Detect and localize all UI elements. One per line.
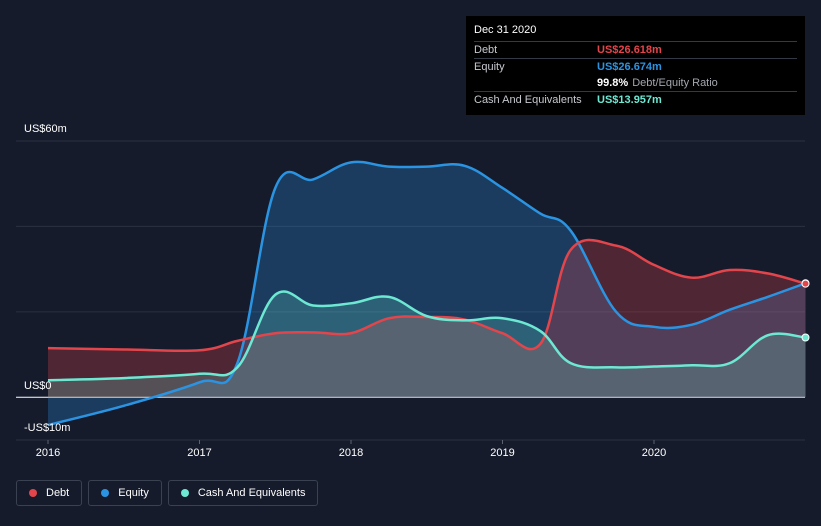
tooltip-panel: Dec 31 2020 Debt US$26.618m Equity US$26… bbox=[466, 16, 805, 115]
tooltip-equity-label: Equity bbox=[474, 61, 505, 73]
legend-debt-dot-icon bbox=[29, 489, 37, 497]
tooltip-row-debt: Debt US$26.618m bbox=[474, 41, 797, 58]
x-tick-label-2020: 2020 bbox=[641, 447, 667, 459]
tooltip-debt-label: Debt bbox=[474, 44, 498, 56]
tooltip-ratio-value: 99.8% bbox=[597, 77, 629, 89]
legend-cash-dot-icon bbox=[180, 489, 189, 497]
tooltip-cash-value: US$13.957m bbox=[597, 94, 662, 106]
grid-lines bbox=[16, 140, 805, 444]
end-marker-cash bbox=[801, 333, 810, 342]
y-tick-label-top: US$60m bbox=[24, 123, 67, 135]
legend-debt-label: Debt bbox=[46, 487, 70, 499]
tooltip-date: Dec 31 2020 bbox=[474, 24, 537, 36]
y-tick-label-zero: US$0 bbox=[24, 380, 52, 392]
tooltip-row-ratio: 99.8% Debt/Equity Ratio bbox=[474, 75, 797, 91]
tooltip-equity-value: US$26.674m bbox=[597, 61, 662, 73]
area-equity bbox=[48, 161, 806, 426]
area-debt bbox=[48, 239, 806, 398]
y-tick-label-bottom: -US$10m bbox=[24, 422, 71, 434]
x-tick-label-2019: 2019 bbox=[490, 447, 515, 459]
tooltip-cash-label: Cash And Equivalents bbox=[474, 94, 582, 106]
series-end-markers bbox=[801, 279, 810, 342]
line-cash bbox=[47, 290, 806, 382]
area-cash bbox=[48, 291, 806, 398]
legend-equity-dot-icon bbox=[101, 489, 110, 497]
legend-item-debt[interactable]: Debt bbox=[16, 480, 83, 506]
legend-cash-label: Cash And Equivalents bbox=[197, 487, 306, 499]
x-tick-label-2018: 2018 bbox=[338, 447, 364, 459]
series-lines bbox=[47, 160, 806, 427]
series-areas bbox=[48, 161, 806, 426]
legend-equity-label: Equity bbox=[118, 487, 149, 499]
tooltip-debt-value: US$26.618m bbox=[597, 44, 662, 56]
legend: Debt Equity Cash And Equivalents bbox=[16, 480, 319, 506]
legend-item-equity[interactable]: Equity bbox=[88, 480, 162, 506]
x-tick-label-2017: 2017 bbox=[187, 447, 212, 459]
tooltip-ratio-label: Debt/Equity Ratio bbox=[632, 77, 718, 89]
end-marker-debt bbox=[801, 279, 810, 288]
x-tick-label-2016: 2016 bbox=[35, 447, 61, 459]
legend-item-cash[interactable]: Cash And Equivalents bbox=[167, 480, 319, 506]
tooltip-row-cash: Cash And Equivalents US$13.957m bbox=[474, 91, 797, 108]
tooltip-row-equity: Equity US$26.674m bbox=[474, 58, 797, 75]
